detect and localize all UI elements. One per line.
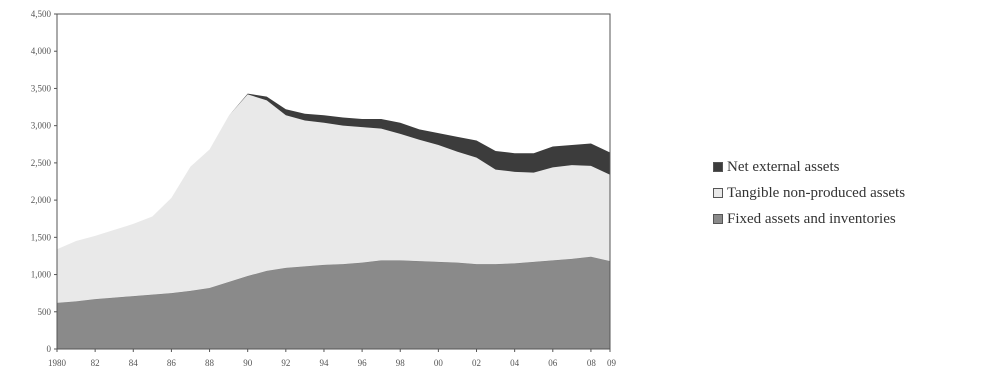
x-tick-label: 96 (358, 358, 368, 368)
legend-swatch (713, 188, 723, 198)
x-tick-label: 02 (472, 358, 481, 368)
y-tick-label: 3,000 (31, 121, 52, 131)
y-tick-label: 4,000 (31, 46, 52, 56)
legend-label: Fixed assets and inventories (727, 210, 896, 227)
plot-frame (56, 13, 611, 350)
x-tick-label: 04 (510, 358, 520, 368)
legend-item: Net external assets (713, 157, 905, 177)
x-tick-label: 08 (587, 358, 597, 368)
legend-label: Tangible non-produced assets (727, 184, 906, 201)
area-series-2 (57, 94, 610, 303)
y-tick-label: 1,500 (31, 232, 52, 242)
x-tick-label: 90 (243, 358, 253, 368)
legend-swatch (713, 214, 723, 224)
x-axis: 1980 82 84 86 88 90 92 94 96 98 00 02 04 06 08 09 (48, 349, 617, 368)
x-tick-label: 98 (396, 358, 406, 368)
x-tick-label: 1980 (48, 358, 67, 368)
y-tick-label: 3,500 (31, 83, 52, 93)
legend-item: Tangible non-produced assets (713, 183, 905, 203)
y-tick-label: 2,500 (31, 158, 52, 168)
x-tick-label: 00 (434, 358, 444, 368)
x-tick-label: 94 (319, 358, 329, 368)
y-axis: 0 500 1,000 1,500 2,000 2,500 3,000 3,500 4,000 4… (31, 9, 57, 354)
x-tick-label: 88 (205, 358, 215, 368)
y-tick-label: 2,000 (31, 195, 52, 205)
y-tick-label: 1,000 (31, 270, 52, 280)
x-tick-label: 09 (607, 358, 617, 368)
y-tick-label: 4,500 (31, 9, 52, 19)
y-tick-label: 500 (38, 307, 52, 317)
legend: Net external assets Tangible non-produced… (713, 157, 905, 235)
x-tick-label: 82 (91, 358, 100, 368)
x-tick-label: 86 (167, 358, 177, 368)
y-tick-label: 0 (47, 344, 52, 354)
legend-item: Fixed assets and inventories (713, 209, 905, 229)
x-tick-label: 06 (548, 358, 558, 368)
x-tick-label: 92 (281, 358, 290, 368)
legend-label: Net external assets (727, 158, 840, 175)
x-tick-label: 84 (129, 358, 139, 368)
legend-swatch (713, 162, 723, 172)
area-series-group (56, 93, 611, 350)
